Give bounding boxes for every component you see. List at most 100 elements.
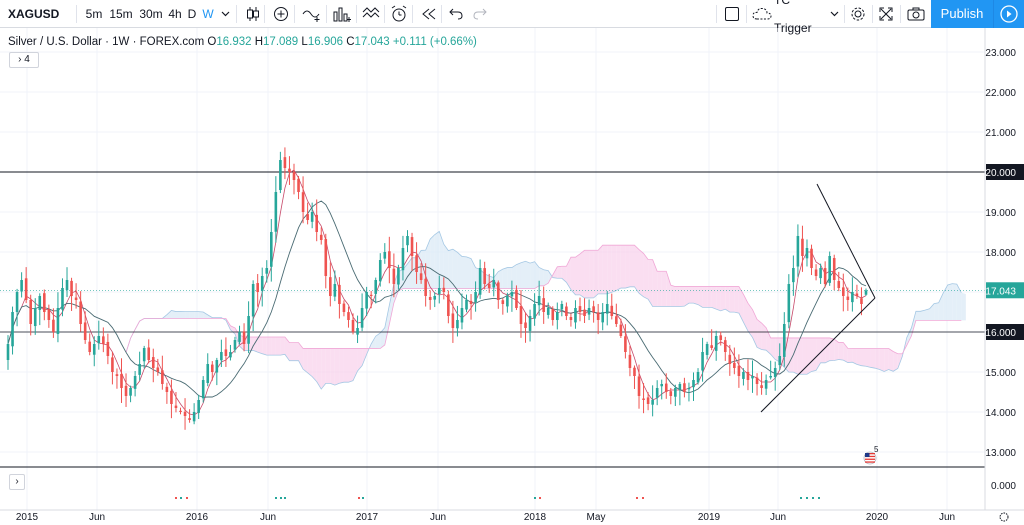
candle-body (142, 348, 146, 362)
cloud-segment (457, 252, 462, 289)
cloud-segment (589, 250, 594, 298)
symbol-search[interactable]: XAGUSD (8, 7, 60, 21)
legend-expand-toggle[interactable]: › 4 (9, 52, 39, 68)
templates-icon[interactable] (360, 0, 382, 28)
candle-body (333, 284, 337, 297)
cloud-segment (870, 348, 876, 369)
indicators-icon[interactable] (300, 0, 324, 28)
candle-body (115, 374, 119, 376)
cloud-segment (185, 311, 190, 319)
cloud-segment (879, 348, 885, 372)
camera-icon[interactable] (905, 0, 927, 28)
checkbox-icon[interactable] (723, 0, 741, 28)
candle-body (24, 278, 28, 300)
candle-body (120, 373, 123, 388)
cloud-segment (679, 286, 685, 307)
candle-body (560, 304, 564, 310)
cloud-segment (775, 337, 780, 362)
cloud-segment (825, 337, 830, 363)
cloud-segment (934, 302, 939, 321)
cloud-segment (580, 250, 585, 298)
divider (356, 5, 357, 23)
chevron-down-icon[interactable] (828, 0, 840, 28)
cloud-icon (752, 0, 772, 28)
candle-body (810, 248, 813, 268)
cloud-segment (307, 348, 313, 377)
cloud-segment (525, 261, 531, 289)
cloud-segment (743, 294, 748, 332)
undo-icon[interactable] (446, 0, 466, 28)
candle-body (592, 306, 595, 312)
candle-body (419, 273, 423, 280)
chevron-down-icon[interactable] (218, 0, 232, 28)
legend-c-label: C (346, 36, 355, 48)
legend-h-label: H (254, 36, 264, 48)
financials-icon[interactable] (331, 0, 353, 28)
candle-body (528, 316, 532, 331)
cloud-segment (947, 283, 953, 321)
candle-body (270, 232, 273, 267)
cloud-segment (861, 348, 866, 367)
candle-body (242, 331, 246, 344)
cloud-segment (561, 266, 567, 283)
candle-body (378, 260, 382, 282)
redo-icon[interactable] (470, 0, 490, 28)
interval-w[interactable]: W (202, 7, 214, 21)
cloud-segment (734, 286, 739, 314)
chart-canvas[interactable]: 23.000 22.000 21.000 19.000 18.000 15.000 14.0… (0, 28, 1024, 525)
divider (76, 5, 77, 23)
candles-icon[interactable] (242, 0, 264, 28)
candle-body (179, 410, 182, 412)
price-tick-label: 22.000 (985, 88, 1016, 99)
candle-body (251, 284, 255, 317)
cloud-segment (747, 303, 753, 338)
add-compare-icon[interactable] (270, 0, 292, 28)
settings-icon[interactable] (848, 0, 868, 28)
volume-bar (642, 497, 644, 499)
candle-body (601, 312, 604, 323)
interval-15m[interactable]: 15m (109, 7, 133, 21)
horizontal-lines (0, 171, 985, 333)
cloud-segment (511, 264, 517, 289)
candle-body (769, 376, 772, 378)
fullscreen-icon[interactable] (876, 0, 896, 28)
replay-icon[interactable] (418, 0, 440, 28)
triangle-upper-line (816, 183, 876, 299)
cloud-segment (375, 332, 381, 349)
candle-body (542, 298, 545, 312)
candle-body (832, 258, 836, 280)
publish-menu-button[interactable] (993, 0, 1024, 28)
cloud-segment (289, 342, 294, 361)
candle-body (819, 268, 822, 279)
candle-body (578, 306, 582, 312)
cloud-segment (570, 257, 576, 295)
alert-icon[interactable] (388, 0, 410, 28)
interval-30m[interactable]: 30m (139, 7, 163, 21)
cloud-segment (716, 286, 721, 311)
template-name[interactable]: TC Trigger (774, 0, 812, 35)
cloud-segment (171, 310, 176, 319)
interval-5m[interactable]: 5m (85, 7, 103, 21)
cloud-segment (625, 245, 630, 289)
interval-4h[interactable]: 4h (168, 7, 182, 21)
candle-body (728, 354, 732, 364)
publish-button[interactable]: Publish (931, 0, 993, 28)
candle-body (360, 308, 364, 328)
cloud-segment (725, 286, 730, 313)
cloud-segment (925, 308, 930, 321)
time-tick-label: May (587, 512, 606, 523)
cloud-segment (316, 348, 322, 390)
candle-body (551, 309, 555, 320)
cloud-segment (439, 231, 444, 289)
candle-body (342, 303, 346, 312)
candle-body (351, 319, 355, 332)
candle-body (174, 405, 178, 408)
cloud-segment (761, 323, 767, 351)
interval-d[interactable]: D (187, 7, 197, 21)
candle-body (501, 300, 505, 304)
axis-settings-icon[interactable] (999, 512, 1009, 522)
candle-body (465, 300, 468, 310)
volume-expand-toggle[interactable]: › (9, 474, 25, 490)
divider (264, 5, 265, 23)
cloud-span-b (125, 244, 962, 355)
